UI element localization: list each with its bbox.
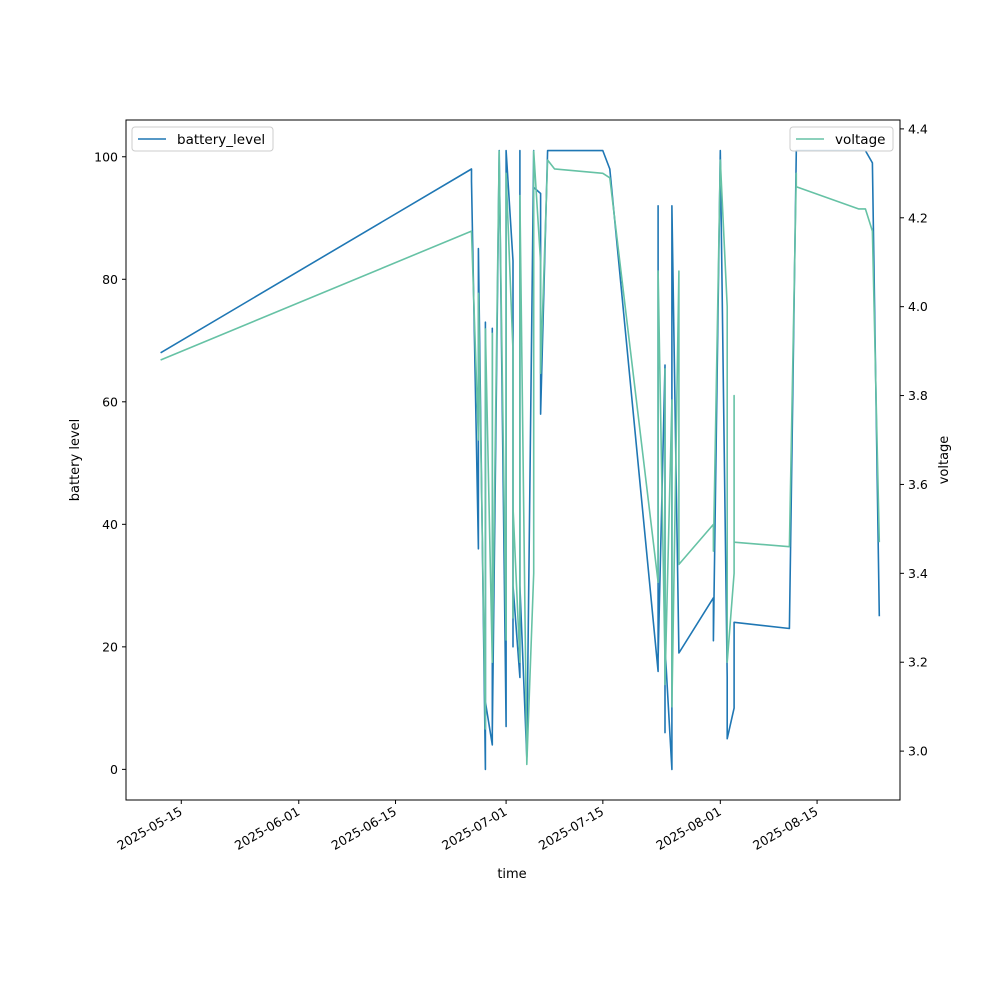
legend-battery-level: battery_level — [131, 126, 274, 152]
y-left-tick-label: 60 — [102, 394, 118, 409]
x-tick-label: 2025-08-01 — [653, 804, 723, 853]
y-left-tick-label: 80 — [102, 272, 118, 287]
y-right-axis: 3.0 3.2 3.4 3.6 3.8 4.0 4.2 4.4 — [900, 121, 928, 759]
legend-voltage: voltage — [789, 126, 894, 152]
y-left-tick-label: 100 — [94, 149, 118, 164]
y-right-tick-label: 3.2 — [908, 655, 928, 670]
y-right-tick-label: 4.2 — [908, 210, 928, 225]
series-line-voltage — [160, 150, 881, 766]
y-right-tick-label: 3.0 — [908, 744, 928, 759]
legend-box — [131, 126, 274, 152]
x-tick-label: 2025-05-15 — [114, 804, 184, 853]
y-right-tick-label: 3.6 — [908, 477, 928, 492]
legend-label-voltage: voltage — [835, 132, 885, 148]
y-left-tick-label: 0 — [110, 762, 118, 777]
y-right-axis-title: voltage — [937, 436, 952, 485]
y-left-axis: 0 20 40 60 80 100 — [94, 149, 126, 777]
x-tick-label: 2025-06-15 — [329, 804, 399, 853]
x-tick-label: 2025-07-01 — [439, 804, 509, 853]
y-left-axis-title: battery level — [68, 419, 83, 502]
y-left-tick-label: 20 — [102, 639, 118, 654]
legend-label-battery-level: battery_level — [177, 132, 265, 148]
y-right-tick-label: 3.8 — [908, 388, 928, 403]
x-tick-label: 2025-08-15 — [750, 804, 820, 853]
x-tick-label: 2025-06-01 — [232, 804, 302, 853]
y-right-tick-label: 3.4 — [908, 566, 928, 581]
x-tick-label: 2025-07-15 — [536, 804, 606, 853]
plot-frame — [125, 119, 901, 801]
y-right-tick-label: 4.0 — [908, 299, 928, 314]
x-axis-title: time — [497, 867, 526, 882]
series-line-battery-level — [160, 149, 881, 771]
x-axis: 2025-05-15 2025-06-01 2025-06-15 2025-07-01… — [114, 800, 821, 853]
y-right-tick-label: 4.4 — [908, 121, 928, 136]
lines-layer — [160, 149, 881, 771]
legend-box — [789, 126, 894, 152]
y-left-tick-label: 40 — [102, 517, 118, 532]
